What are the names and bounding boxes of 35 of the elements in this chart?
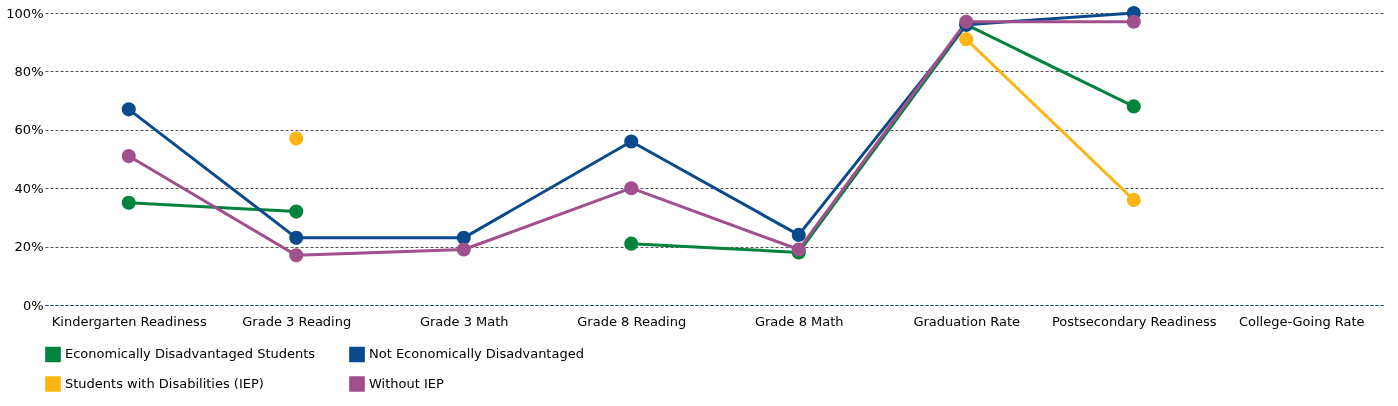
point — [289, 230, 304, 245]
x-tick-label: Kindergarten Readiness — [51, 313, 207, 329]
point — [624, 236, 639, 251]
point — [624, 134, 639, 149]
y-tick-label: 80% — [14, 63, 44, 79]
legend-label: Economically Disadvantaged Students — [65, 346, 316, 362]
point — [121, 149, 136, 164]
y-tick-label: 0% — [22, 297, 44, 313]
legend-label: Without IEP — [369, 376, 444, 391]
point — [624, 181, 639, 196]
point — [456, 230, 471, 245]
y-tick-label: 100% — [6, 5, 44, 21]
y-tick-label: 20% — [14, 239, 44, 255]
point — [456, 242, 471, 257]
x-tick-label: Grade 8 Reading — [577, 313, 687, 329]
x-tick-label: Grade 8 Math — [754, 313, 844, 329]
point — [1126, 99, 1141, 114]
point — [791, 227, 806, 242]
x-tick-label: Postsecondary Readiness — [1051, 313, 1217, 329]
x-tick-label: Graduation Rate — [913, 313, 1021, 329]
x-tick-label: Grade 3 Math — [419, 313, 509, 329]
legend-label: Students with Disabilities (IEP) — [65, 376, 264, 391]
x-tick-label: Grade 3 Reading — [242, 313, 352, 329]
point — [959, 32, 974, 47]
point — [289, 204, 304, 219]
legend-label: Not Economically Disadvantaged — [369, 346, 584, 362]
y-tick-label: 40% — [14, 180, 44, 196]
point — [121, 195, 136, 210]
x-tick-label: College-Going Rate — [1238, 313, 1365, 329]
point — [1126, 192, 1141, 207]
point — [1126, 14, 1141, 29]
point — [121, 102, 136, 117]
point — [289, 131, 304, 146]
point — [289, 248, 304, 263]
y-tick-label: 60% — [14, 122, 44, 138]
